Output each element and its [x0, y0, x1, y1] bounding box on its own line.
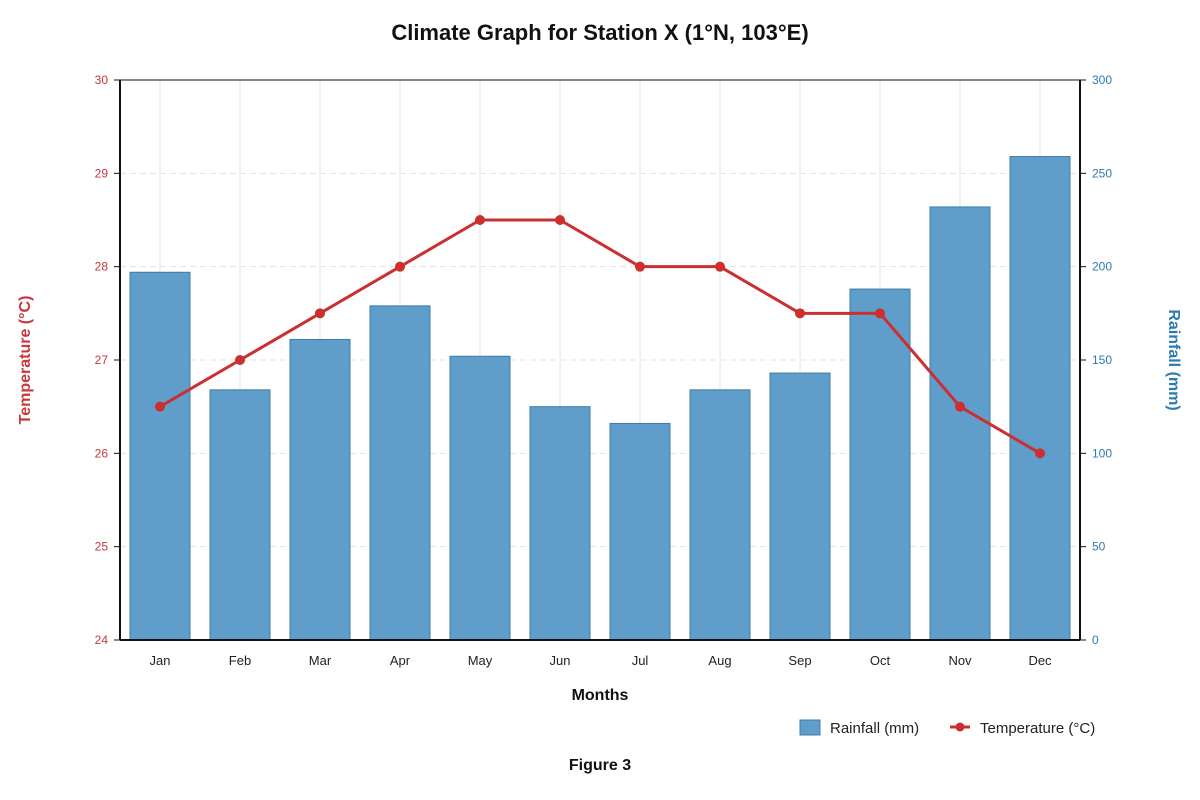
temperature-axis-ticks: 24 25 26 27 28 29 30 [95, 73, 120, 647]
temperature-point-dec [1035, 448, 1045, 459]
rainfall-tick-label: 250 [1092, 166, 1112, 180]
legend-rainfall-swatch [799, 719, 821, 736]
rainfall-tick-label: 0 [1092, 633, 1099, 647]
legend-temperature-marker [955, 722, 965, 732]
rainfall-bar-jan [129, 271, 191, 641]
temperature-point-oct [875, 308, 885, 319]
x-axis-title: Months [572, 687, 629, 704]
month-label-dec: Dec [1028, 653, 1052, 668]
temperature-axis-title: Temperature (°C) [17, 296, 34, 425]
month-label-feb: Feb [229, 653, 251, 668]
rainfall-bar-nov [929, 206, 991, 641]
rainfall-bar-dec [1009, 156, 1071, 641]
month-label-nov: Nov [948, 653, 972, 668]
temperature-tick-label: 27 [95, 353, 109, 367]
month-labels: Jan Feb Mar Apr May Jun Jul Aug Sep Oct Nov Dec [150, 653, 1053, 668]
month-label-jan: Jan [150, 653, 171, 668]
temperature-point-jul [635, 261, 645, 272]
rainfall-tick-label: 50 [1092, 540, 1106, 554]
temperature-tick-label: 24 [95, 633, 109, 647]
rainfall-tick-label: 300 [1092, 73, 1112, 87]
legend-rainfall-label: Rainfall (mm) [830, 720, 919, 737]
temperature-point-feb [235, 355, 245, 365]
rainfall-bar-oct [849, 288, 911, 641]
month-label-oct: Oct [870, 653, 891, 668]
month-label-mar: Mar [309, 653, 332, 668]
temperature-line [155, 215, 1045, 459]
month-label-aug: Aug [708, 653, 731, 668]
rainfall-axis-ticks: 0 50 100 150 200 250 300 [1080, 73, 1112, 647]
temperature-point-jan [155, 401, 165, 412]
temperature-point-may [475, 215, 485, 225]
rainfall-bars [129, 156, 1071, 641]
month-label-sep: Sep [788, 653, 811, 668]
temperature-tick-label: 26 [95, 446, 109, 460]
legend-temperature-label: Temperature (°C) [980, 720, 1095, 737]
legend: Rainfall (mm) Temperature (°C) [799, 719, 1095, 737]
rainfall-bar-apr [369, 305, 431, 641]
rainfall-bar-mar [289, 338, 351, 641]
chart-title: Climate Graph for Station X (1°N, 103°E) [391, 20, 808, 45]
temperature-line-path [159, 218, 1041, 455]
temperature-point-nov [955, 401, 965, 412]
temperature-point-aug [715, 261, 725, 272]
rainfall-bar-feb [209, 389, 271, 641]
temperature-point-apr [395, 261, 405, 272]
temperature-tick-label: 29 [95, 166, 109, 180]
temperature-tick-label: 30 [95, 73, 109, 87]
rainfall-tick-label: 200 [1092, 260, 1112, 274]
temperature-point-jun [555, 215, 565, 225]
temperature-point-mar [315, 308, 325, 319]
temperature-point-sep [795, 308, 805, 319]
month-label-jul: Jul [632, 653, 649, 668]
month-label-apr: Apr [390, 653, 411, 668]
rainfall-bar-sep [769, 372, 831, 641]
rainfall-bar-aug [689, 389, 751, 641]
rainfall-tick-label: 100 [1092, 446, 1112, 460]
month-label-jun: Jun [550, 653, 571, 668]
temperature-tick-label: 28 [95, 260, 109, 274]
temperature-tick-label: 25 [95, 540, 109, 554]
rainfall-bar-may [449, 355, 511, 641]
rainfall-bar-jun [529, 406, 591, 641]
month-label-may: May [468, 653, 493, 668]
figure-caption: Figure 3 [569, 757, 631, 774]
rainfall-axis-title: Rainfall (mm) [1165, 309, 1182, 410]
rainfall-tick-label: 150 [1092, 353, 1112, 367]
rainfall-bar-jul [609, 422, 671, 641]
